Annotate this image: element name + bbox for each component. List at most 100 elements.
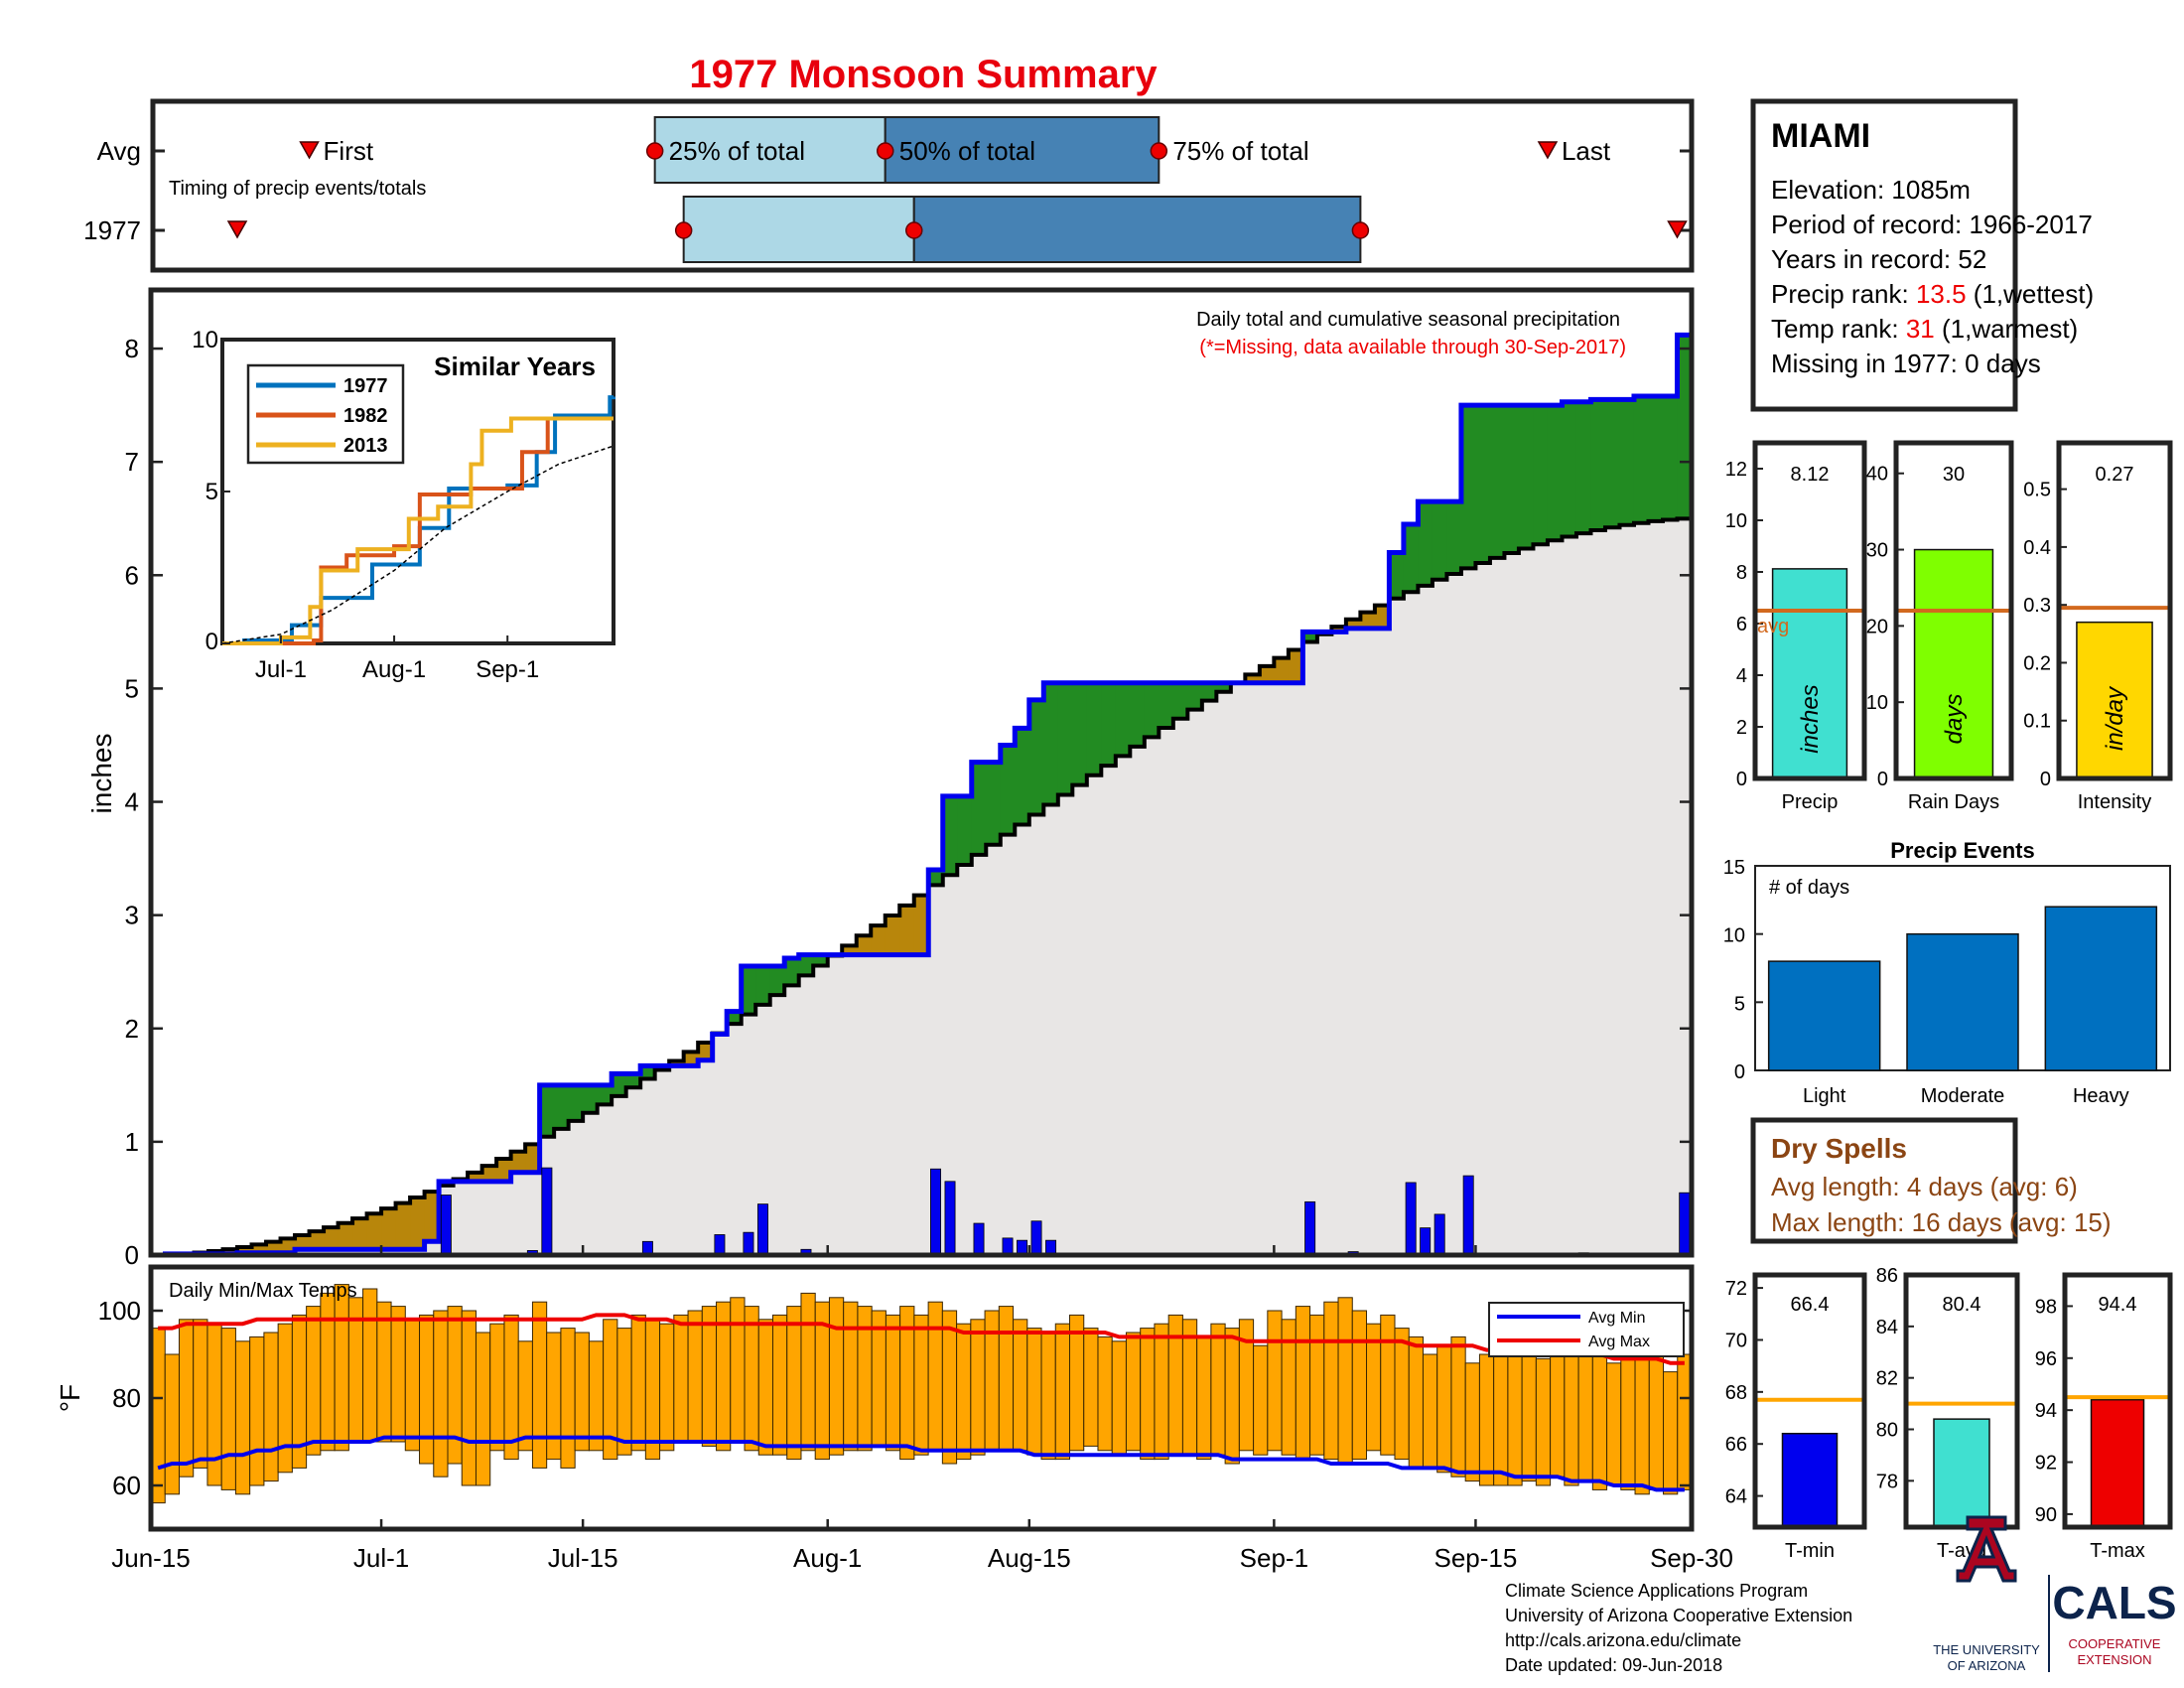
station-line: Temp rank: 31 (1,warmest)	[1771, 314, 2078, 344]
footer-line: Date updated: 09-Jun-2018	[1505, 1655, 1722, 1675]
inset-legend-label: 2013	[343, 435, 388, 457]
avg-max-line	[158, 1313, 1685, 1365]
y-tick-label: 7	[125, 447, 139, 477]
station-line-suffix: (1,warmest)	[1935, 314, 2078, 344]
above-avg-fill	[1389, 552, 1405, 599]
above-avg-fill	[1302, 632, 1318, 642]
daily-precip-bar	[1304, 1200, 1316, 1256]
temp-range-bar	[390, 1306, 406, 1443]
above-avg-fill	[1504, 405, 1520, 554]
below-avg-fill	[1259, 665, 1275, 683]
temp-range-bar	[1196, 1336, 1212, 1461]
temp-range-bar	[489, 1323, 505, 1452]
timing-box-25-50	[682, 196, 915, 263]
temp-range-bar	[220, 1328, 236, 1490]
station-line-label: Temp rank:	[1771, 314, 1906, 344]
events-bar	[1767, 960, 1881, 1071]
below-avg-fill	[324, 1227, 340, 1250]
temp-range-bar	[744, 1306, 759, 1452]
cumulative-1977-line	[151, 332, 1692, 1258]
inset-x-tick-label: Sep-1	[476, 656, 539, 683]
timing-label-50: 50% of total	[899, 136, 1035, 166]
station-line-value: 1085m	[1891, 175, 1971, 205]
dry-max-length: Max length: 16 days (avg: 15)	[1771, 1207, 2112, 1237]
daily-precip-bar	[1002, 1237, 1014, 1256]
below-avg-fill	[899, 905, 915, 955]
temp-panel-y-tick-label: 80	[1876, 1420, 1898, 1442]
temp-range-bar	[178, 1319, 195, 1477]
above-avg-fill	[1518, 405, 1535, 549]
x-tick-label: Aug-15	[988, 1543, 1071, 1573]
bar-panel-y-tick-label: 0.1	[2023, 711, 2051, 733]
below-avg-fill	[1345, 619, 1361, 629]
precip-chart: 0 1 2 3 4 5 6 7 8 inches Daily total and cumulativ…	[86, 287, 1695, 1270]
above-avg-fill	[1677, 335, 1693, 519]
bar-panel-intensity: 0 0.1 0.2 0.3 0.4 0.5 0.27 in/day Intensity	[2023, 440, 2173, 813]
y-tick-label: 0	[125, 1240, 139, 1270]
daily-precip-bar	[1420, 1227, 1432, 1256]
bar-panel-title: Intensity	[2078, 791, 2151, 813]
below-avg-fill	[1360, 612, 1376, 629]
bar-panel-value-label: 8.12	[1791, 464, 1830, 486]
above-avg-fill	[1130, 682, 1146, 747]
above-avg-fill	[1575, 401, 1592, 534]
inset-series-line	[222, 395, 615, 645]
temp-panel-value-bar	[1781, 1432, 1839, 1528]
station-frame	[1750, 98, 2018, 412]
daily-precip-bar	[930, 1168, 941, 1256]
temp-panel-y-tick-label: 66	[1725, 1434, 1747, 1456]
temp-range-bar	[1323, 1301, 1339, 1461]
y-tick-label: 4	[125, 787, 139, 817]
events-y-tick-label: 5	[1734, 993, 1745, 1015]
above-avg-fill	[1633, 395, 1650, 523]
temp-range-bar	[1408, 1336, 1424, 1469]
temperature-summary-panels: 646668707266.4T-min788082848680.4T-avg90…	[1725, 1265, 2173, 1562]
footer-credits: Climate Science Applications Program Univ…	[1505, 1581, 1852, 1675]
temp-range-bar	[1464, 1362, 1480, 1482]
bar-panel-y-tick-label: 4	[1736, 665, 1747, 687]
bar-panel-y-tick-label: 10	[1725, 510, 1747, 532]
above-avg-fill	[727, 1011, 743, 1025]
daily-precip-bar	[1030, 1220, 1042, 1256]
station-line-value: 1966-2017	[1969, 210, 2092, 239]
above-avg-fill	[554, 1084, 570, 1129]
station-line-label: Years in record:	[1771, 244, 1958, 274]
above-avg-fill	[1057, 682, 1073, 795]
daily-precip-bar	[714, 1234, 726, 1256]
below-avg-fill	[1274, 657, 1290, 683]
above-avg-fill	[1418, 501, 1433, 586]
temp-panel-value-label: 66.4	[1791, 1294, 1830, 1316]
bar-panel-unit-label: in/day	[2102, 685, 2128, 751]
above-avg-fill	[1172, 682, 1188, 719]
bar-panel-y-tick-label: 0	[2040, 769, 2051, 790]
plot-frame	[148, 287, 1695, 1258]
temp-range-bar	[1478, 1353, 1495, 1486]
events-bar	[2044, 906, 2158, 1071]
temp-range-bar	[306, 1306, 322, 1456]
y-tick-label: 1	[125, 1127, 139, 1157]
timing-row-label: Avg	[97, 136, 141, 166]
x-tick-label: Aug-1	[793, 1543, 862, 1573]
above-avg-fill	[1072, 682, 1088, 785]
above-avg-fill	[1604, 399, 1621, 528]
temp-range-bar	[644, 1319, 661, 1461]
timing-label-25: 25% of total	[669, 136, 805, 166]
below-avg-fill	[913, 895, 929, 955]
station-line-value: 31	[1906, 314, 1935, 344]
y-axis-label: inches	[86, 734, 117, 814]
bar-panel-y-tick-label: 10	[1866, 692, 1888, 714]
bar-panel-value-label: 0.27	[2096, 464, 2134, 486]
temp-range-bar	[927, 1301, 943, 1452]
above-avg-fill	[942, 795, 958, 876]
station-line: Elevation: 1085m	[1771, 175, 1971, 205]
events-category-label: Light	[1803, 1085, 1846, 1107]
temp-range-bar	[885, 1314, 901, 1452]
temp-range-bar	[1210, 1323, 1226, 1456]
below-avg-fill	[885, 915, 900, 955]
temp-panel-title: T-min	[1785, 1540, 1835, 1562]
temp-range-bar	[1634, 1349, 1650, 1495]
events-ylabel: # of days	[1769, 877, 1849, 899]
temp-range-bar	[1394, 1328, 1410, 1461]
timing-subtitle: Timing of precip events/totals	[169, 178, 426, 200]
